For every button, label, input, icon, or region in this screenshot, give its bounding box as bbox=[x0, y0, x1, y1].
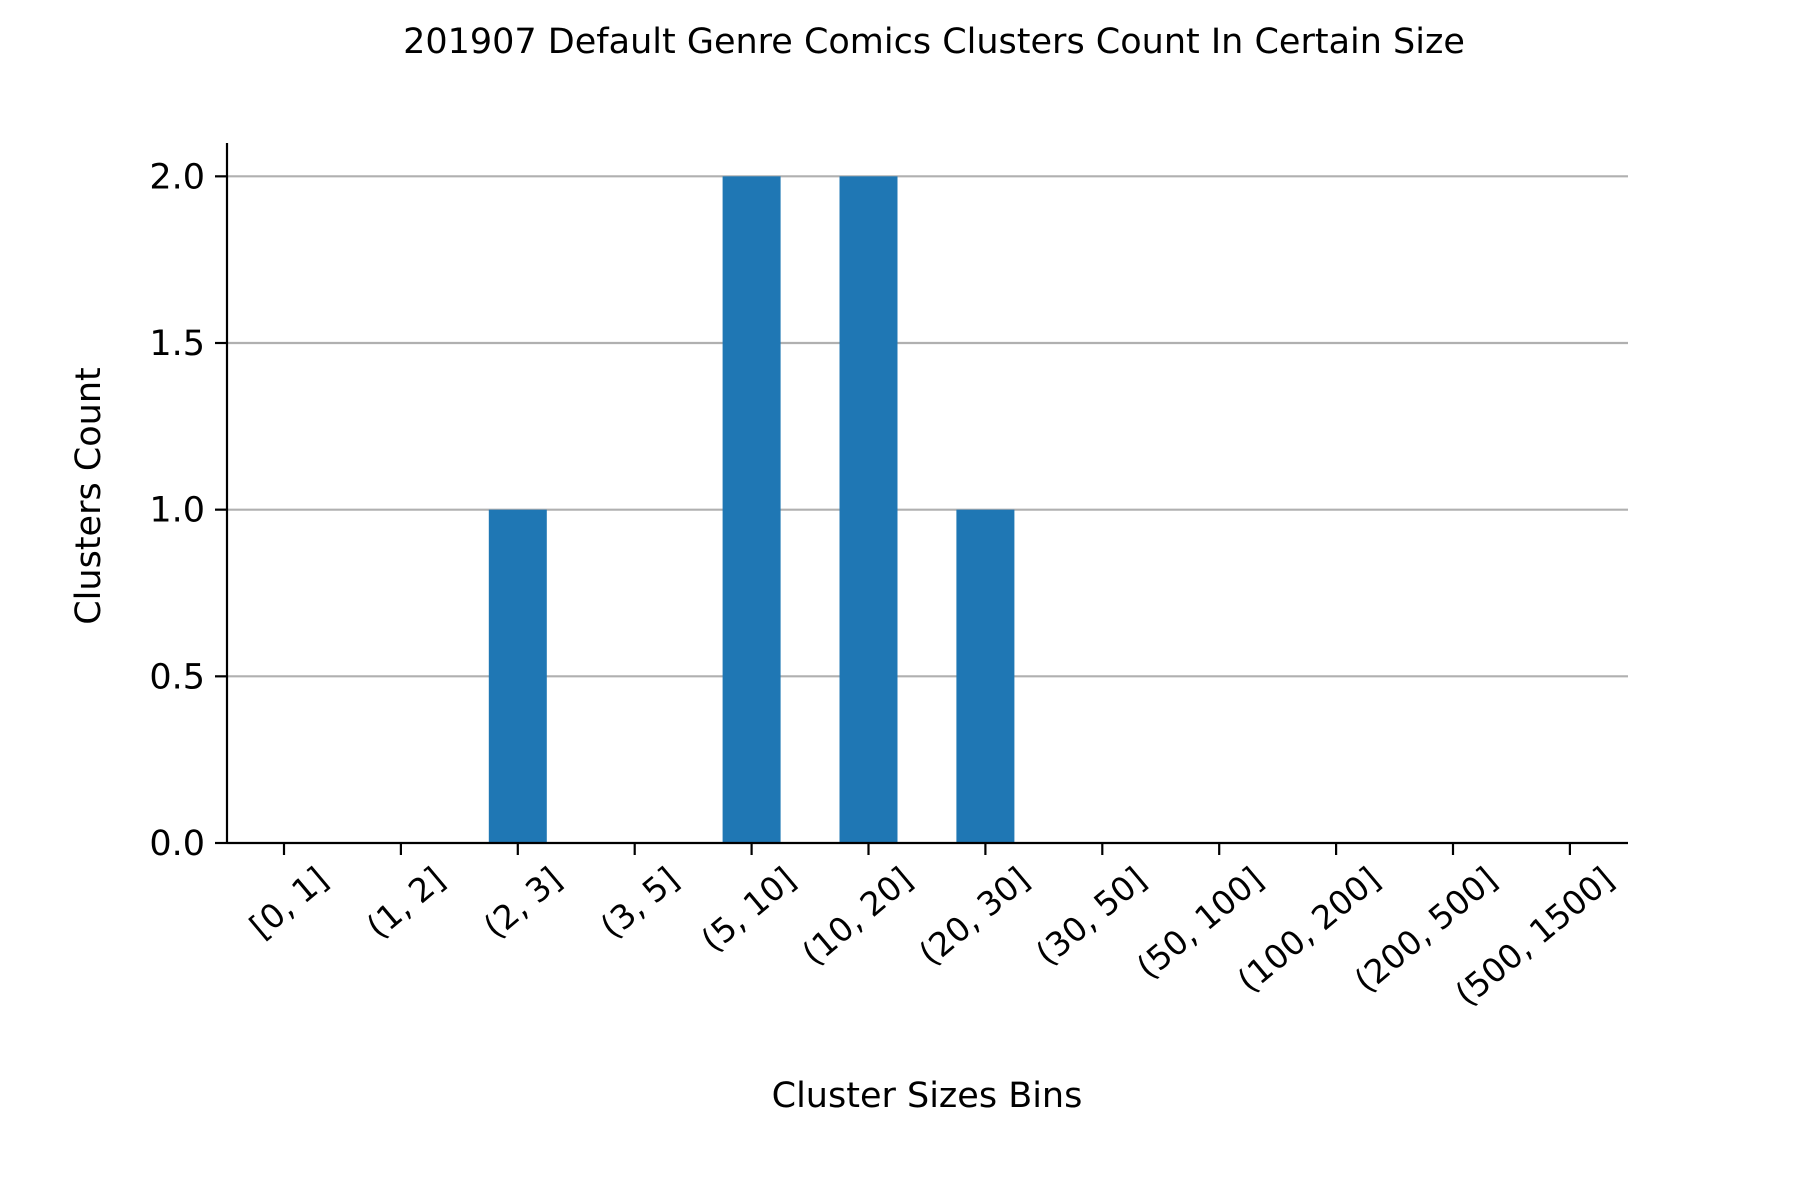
chart-title: 201907 Default Genre Comics Clusters Cou… bbox=[403, 22, 1465, 62]
x-tick-label: (2, 3] bbox=[476, 859, 569, 946]
y-tick-label: 0.0 bbox=[149, 824, 205, 864]
grid-lines bbox=[227, 175, 1628, 678]
x-tick-label: (5, 10] bbox=[694, 859, 803, 959]
x-axis-label: Cluster Sizes Bins bbox=[772, 1076, 1083, 1116]
y-axis-label: Clusters Count bbox=[69, 367, 109, 625]
y-tick-label: 2.0 bbox=[149, 157, 205, 197]
x-ticks: [0, 1] (1, 2] (2, 3] (3, 5] (5, 10](10, 20](… bbox=[242, 843, 1621, 1014]
x-tick-label: (3, 5] bbox=[593, 859, 686, 946]
y-tick-label: 1.5 bbox=[149, 324, 205, 364]
y-tick-label: 1.0 bbox=[149, 491, 205, 531]
x-tick-label: (20, 30] bbox=[911, 859, 1036, 973]
x-tick-label: (1, 2] bbox=[359, 859, 452, 946]
y-ticks: 0.0 0.5 1.0 1.5 2.0 bbox=[149, 157, 227, 864]
x-tick-label: [0, 1] bbox=[242, 859, 335, 946]
bars bbox=[488, 176, 1015, 844]
bar bbox=[839, 176, 898, 844]
axes bbox=[225, 143, 1628, 845]
x-tick-label: (10, 20] bbox=[794, 859, 919, 973]
bar bbox=[956, 509, 1015, 843]
bar bbox=[488, 509, 547, 843]
bar bbox=[722, 176, 781, 844]
y-tick-label: 0.5 bbox=[149, 657, 205, 697]
